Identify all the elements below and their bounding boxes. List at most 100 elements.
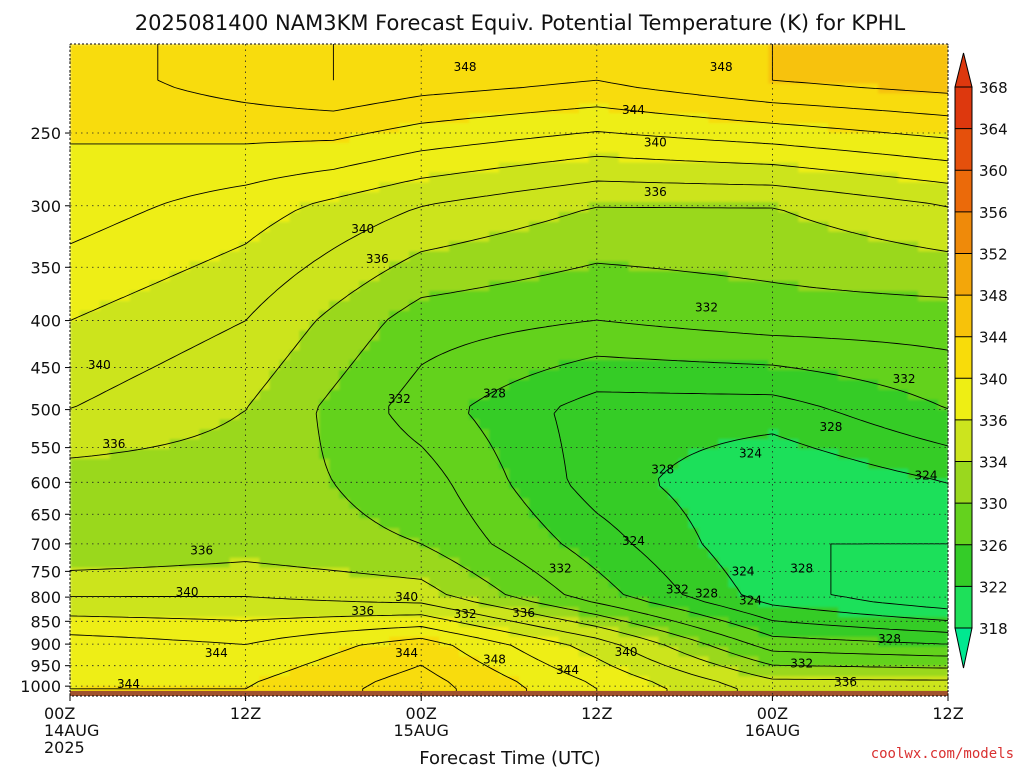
field-cell (329, 409, 340, 420)
field-cell (538, 132, 550, 144)
field-cell (708, 142, 720, 154)
field-cell (668, 458, 680, 470)
field-cell (489, 93, 500, 104)
field-cell (349, 557, 360, 569)
field-cell (808, 320, 819, 332)
field-cell (538, 172, 550, 183)
field-cell (309, 93, 321, 104)
field-cell (548, 44, 560, 55)
field-cell (518, 597, 530, 608)
field-cell (119, 142, 131, 154)
field-cell (608, 449, 620, 460)
field-cell (598, 419, 610, 430)
field-cell (538, 261, 550, 272)
field-cell (499, 290, 510, 302)
field-cell (199, 103, 211, 114)
field-cell (239, 577, 251, 588)
field-cell (788, 310, 799, 322)
field-cell (528, 587, 540, 598)
field-cell (119, 281, 131, 292)
field-cell (89, 73, 101, 85)
field-cell (858, 439, 869, 450)
field-cell (289, 261, 301, 272)
field-cell (99, 202, 111, 213)
field-cell (309, 429, 321, 440)
field-cell (79, 537, 91, 549)
field-cell (289, 221, 301, 233)
field-cell (768, 113, 779, 124)
field-cell (828, 528, 839, 539)
field-cell (509, 419, 520, 430)
field-cell (429, 478, 440, 490)
field-cell (938, 123, 948, 134)
field-cell (359, 439, 370, 450)
field-cell (209, 498, 221, 509)
field-cell (938, 429, 948, 440)
field-cell (399, 261, 410, 272)
field-cell (918, 518, 929, 529)
field-cell (279, 389, 291, 401)
field-cell (848, 547, 859, 559)
field-cell (139, 567, 151, 579)
field-cell (109, 221, 121, 233)
field-cell (209, 172, 221, 183)
field-cell (349, 281, 360, 292)
field-cell (129, 152, 141, 164)
field-cell (129, 360, 141, 371)
field-cell (109, 518, 121, 529)
field-cell (259, 340, 271, 351)
field-cell (828, 488, 839, 500)
field-cell (718, 211, 730, 223)
field-cell (808, 429, 819, 440)
field-cell (848, 409, 859, 420)
field-cell (938, 271, 948, 282)
field-cell (708, 103, 720, 114)
field-cell (279, 597, 291, 608)
field-cell (239, 152, 251, 164)
field-cell (159, 468, 171, 480)
field-cell (718, 182, 730, 193)
field-cell (299, 577, 311, 588)
field-cell (718, 449, 730, 460)
field-cell (938, 63, 948, 75)
field-cell (898, 429, 909, 440)
field-cell (179, 320, 191, 332)
field-cell (159, 261, 171, 272)
field-cell (738, 488, 750, 500)
field-cell (139, 182, 151, 193)
field-cell (499, 439, 510, 450)
field-cell (149, 330, 161, 341)
field-cell (598, 597, 610, 608)
field-cell (429, 142, 440, 154)
field-cell (269, 330, 281, 341)
field-cell (908, 399, 919, 411)
field-cell (768, 370, 779, 381)
field-cell (698, 488, 710, 500)
field-cell (798, 123, 809, 134)
field-cell (339, 449, 350, 460)
field-cell (259, 231, 271, 243)
field-cell (199, 310, 211, 322)
field-cell (748, 508, 760, 519)
field-cell (748, 537, 760, 549)
field-cell (139, 123, 151, 134)
field-cell (678, 340, 690, 351)
field-cell (219, 409, 231, 420)
field-cell (70, 281, 81, 292)
field-cell (149, 399, 161, 411)
field-cell (808, 449, 819, 460)
field-cell (828, 182, 839, 193)
field-cell (808, 241, 819, 253)
field-cell (568, 587, 580, 598)
field-cell (658, 389, 670, 401)
field-cell (489, 211, 500, 223)
field-cell (119, 557, 131, 569)
field-cell (399, 547, 410, 559)
field-cell (778, 409, 789, 420)
field-cell (449, 182, 460, 193)
field-cell (349, 63, 360, 75)
field-cell (129, 488, 141, 500)
field-cell (658, 508, 670, 519)
field-cell (449, 123, 460, 134)
field-cell (888, 360, 899, 371)
